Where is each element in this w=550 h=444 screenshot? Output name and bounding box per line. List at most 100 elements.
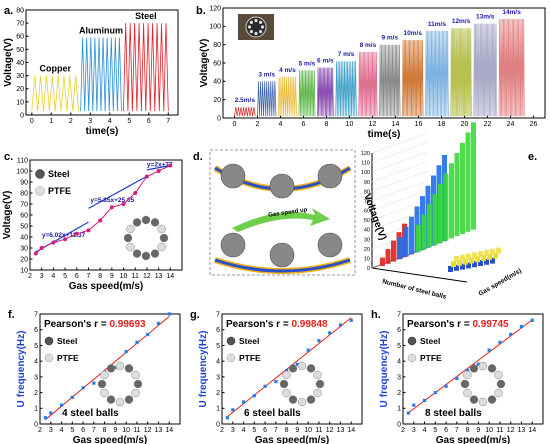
ptfe-ball-icon [297, 397, 307, 407]
y-tick-label: 40 [213, 79, 221, 86]
device-photo-ball [254, 31, 258, 36]
segment-line [498, 18, 525, 117]
y-tick-label: 100 [209, 24, 221, 31]
y-tick-label: 80 [213, 42, 221, 49]
bar [443, 173, 449, 241]
x-tick-label: 4 [242, 427, 246, 434]
x-tick-label: 7 [166, 118, 170, 125]
panel-label: b. [196, 5, 206, 17]
device-photo-ball [254, 18, 258, 23]
speed-label: 2.5m/s [235, 97, 256, 104]
steel-ball-icon [106, 395, 116, 404]
x-axis-label: time(s) [368, 129, 401, 140]
steel-ball-icon [141, 251, 151, 261]
series-label: Steel [135, 11, 157, 21]
x-axis-label: Gas speed(m/s) [255, 435, 329, 444]
bar [460, 263, 465, 270]
speed-label: 4 m/s [279, 67, 296, 74]
x-tick-label: 22 [484, 121, 492, 128]
data-point [33, 251, 38, 256]
steel-ball-icon [317, 163, 343, 189]
z-tick-label: 40 [364, 228, 370, 234]
bar [454, 153, 460, 237]
y-tick-label: 2 [34, 390, 38, 397]
y-axis-label: Ufrequency(Hz) [198, 331, 209, 408]
bar [421, 214, 427, 250]
x-tick-label: 5 [127, 118, 131, 125]
bar [475, 256, 480, 263]
x-tick-label: 3 [412, 427, 416, 434]
y-tick-label: 1 [397, 406, 401, 413]
steel-ball-icon [35, 169, 45, 179]
data-point [59, 403, 64, 407]
x-tick-label: 10 [120, 273, 128, 280]
speed-label: 8 m/s [360, 42, 377, 49]
fit-equation: y=2x+77 [147, 162, 173, 169]
segment-line [335, 61, 357, 117]
y-tick-label: 40 [16, 60, 24, 67]
x-tick-label: 26 [530, 121, 538, 128]
x-tick-label: 8 [103, 427, 107, 434]
legend-label: PTFE [57, 353, 79, 363]
segment-line [257, 81, 277, 117]
x-tick-label: 4 [51, 273, 55, 280]
y-tick-label: 20 [16, 86, 24, 93]
data-point [530, 318, 534, 322]
x-tick-label: 1 [49, 118, 53, 125]
z-tick-label: 90 [364, 180, 370, 186]
x-tick-label: 9 [113, 427, 117, 434]
x-tick-label: 13 [518, 427, 526, 434]
x-tick-label: 14 [165, 427, 173, 434]
z-tick-label: 20 [364, 247, 370, 253]
x-axis-label: Number of steel balls [382, 278, 448, 301]
data-point [39, 246, 44, 250]
y-tick-label: 60 [20, 212, 28, 219]
steel-ball-icon [133, 379, 143, 389]
y-tick-label: 0 [397, 421, 401, 428]
bar [427, 204, 432, 248]
steel-ball-icon [124, 364, 134, 373]
legend-label: PTFE [239, 353, 261, 363]
x-tick-label: 8 [98, 273, 102, 280]
x-tick-label: 4 [423, 427, 427, 434]
ptfe-ball-icon [115, 397, 125, 407]
bar [448, 266, 453, 272]
steel-ball-icon [220, 163, 246, 189]
tube-electrode [214, 258, 351, 273]
data-point [70, 395, 74, 399]
x-axis-label: Gas speed(m/s) [436, 435, 510, 444]
fit-equation: y=5.85x+25.05 [90, 197, 134, 204]
bar [438, 183, 443, 243]
x-tick-label: 9 [476, 427, 480, 434]
x-tick-label: 6 [147, 118, 151, 125]
bar [490, 257, 495, 264]
y-tick-label: 6 [397, 327, 401, 334]
bar [471, 122, 476, 230]
data-point [487, 348, 491, 352]
data-point [109, 205, 114, 210]
speed-label: 14m/s [502, 9, 521, 16]
ptfe-ball-icon [100, 370, 109, 380]
panel-label: g. [190, 309, 200, 321]
steel-ball-icon [279, 379, 289, 389]
ptfe-ball-icon [35, 186, 45, 196]
bar [478, 260, 483, 266]
steel-ball-icon [124, 395, 134, 404]
data-point [168, 163, 173, 168]
x-tick-label: 8 [285, 427, 289, 434]
pearson-text: Pearson's r = 0.99745 [407, 319, 509, 330]
bar [490, 248, 495, 255]
steel-ball-icon [288, 364, 298, 373]
caption: 6 steel balls [244, 408, 301, 419]
y-tick-label: 50 [16, 47, 24, 54]
bar [391, 240, 396, 262]
segment-line [473, 23, 498, 117]
data-point [455, 376, 459, 381]
x-tick-label: 14 [528, 427, 536, 434]
bar [465, 132, 471, 232]
grid-line [371, 171, 428, 192]
data-point [285, 368, 289, 373]
x-tick-label: 14 [392, 121, 400, 128]
bar [493, 252, 498, 259]
